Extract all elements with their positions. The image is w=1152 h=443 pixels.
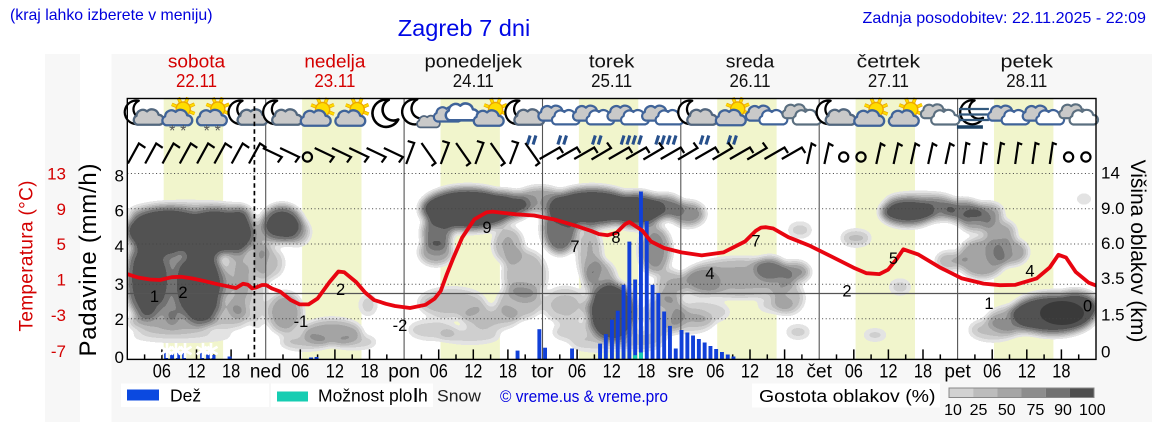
svg-text:čet: čet — [807, 361, 833, 382]
svg-text:0: 0 — [115, 348, 124, 367]
svg-text:18: 18 — [1052, 361, 1070, 382]
svg-text:ponedeljek: ponedeljek — [425, 51, 523, 72]
svg-text:torek: torek — [589, 51, 635, 72]
svg-text:7: 7 — [570, 238, 579, 256]
svg-text:4: 4 — [1025, 263, 1034, 281]
svg-text:1: 1 — [57, 271, 66, 290]
svg-text:28.11: 28.11 — [1006, 70, 1047, 91]
svg-text:18: 18 — [914, 361, 932, 382]
svg-text:6: 6 — [115, 202, 124, 221]
svg-text:27.11: 27.11 — [868, 70, 909, 91]
svg-text:četrtek: četrtek — [857, 51, 921, 72]
svg-text:12: 12 — [741, 361, 759, 382]
svg-text:23.11: 23.11 — [314, 70, 355, 91]
svg-text:18: 18 — [360, 361, 378, 382]
svg-text:25.11: 25.11 — [591, 70, 632, 91]
svg-text:12: 12 — [326, 361, 344, 382]
svg-text:06: 06 — [153, 361, 171, 382]
svg-text:*: * — [180, 123, 186, 140]
svg-text:100: 100 — [1079, 402, 1106, 419]
svg-text:Gostota oblakov (%): Gostota oblakov (%) — [759, 386, 936, 406]
svg-text:24.11: 24.11 — [453, 70, 494, 91]
svg-text:petek: petek — [1001, 51, 1054, 72]
svg-text:1: 1 — [984, 295, 993, 313]
svg-text:18: 18 — [637, 361, 655, 382]
svg-text:12: 12 — [464, 361, 482, 382]
svg-text:Snow: Snow — [437, 388, 481, 406]
svg-text:8: 8 — [115, 167, 124, 186]
svg-text:pet: pet — [944, 361, 971, 382]
svg-text:18: 18 — [776, 361, 794, 382]
svg-text:-1: -1 — [294, 313, 309, 331]
svg-text:2: 2 — [115, 310, 124, 329]
svg-text:9: 9 — [482, 219, 491, 237]
svg-text:06: 06 — [706, 361, 724, 382]
svg-text:2: 2 — [336, 281, 345, 299]
svg-text:6.0: 6.0 — [1101, 234, 1125, 253]
svg-text:sobota: sobota — [168, 51, 226, 72]
svg-text:4: 4 — [115, 237, 124, 256]
svg-text:26.11: 26.11 — [730, 70, 771, 91]
svg-text:0: 0 — [1083, 298, 1092, 316]
svg-text:2: 2 — [842, 282, 851, 300]
svg-text:ned: ned — [250, 361, 282, 382]
svg-text:3: 3 — [115, 275, 124, 294]
svg-text:Zagreb 7 dni: Zagreb 7 dni — [398, 15, 531, 41]
svg-text:90: 90 — [1054, 402, 1072, 419]
svg-text:13: 13 — [47, 165, 66, 184]
svg-text:5: 5 — [889, 250, 898, 268]
svg-text:8: 8 — [611, 229, 620, 247]
svg-text:-2: -2 — [393, 317, 408, 335]
svg-text:25: 25 — [970, 402, 988, 419]
svg-text:06: 06 — [983, 361, 1001, 382]
svg-text:06: 06 — [568, 361, 586, 382]
svg-text:12: 12 — [187, 361, 205, 382]
svg-text:(kraj lahko izberete v meniju): (kraj lahko izberete v meniju) — [10, 7, 213, 24]
svg-text:nedelja: nedelja — [304, 51, 366, 72]
svg-text:0: 0 — [1101, 342, 1110, 361]
svg-text:5: 5 — [57, 235, 66, 254]
svg-text:Temperatura (°C): Temperatura (°C) — [17, 181, 38, 332]
svg-text:22.11: 22.11 — [176, 70, 217, 91]
svg-text:*: * — [215, 123, 221, 140]
svg-text:9.0: 9.0 — [1101, 199, 1125, 218]
svg-text:12: 12 — [1018, 361, 1036, 382]
svg-text:*: * — [204, 123, 210, 140]
svg-text:75: 75 — [1027, 402, 1045, 419]
svg-text:h: h — [418, 386, 428, 406]
svg-text:*: * — [169, 123, 175, 140]
svg-text:1: 1 — [150, 288, 159, 306]
svg-text:12: 12 — [879, 361, 897, 382]
svg-text:pon: pon — [388, 361, 420, 382]
svg-text:sre: sre — [668, 361, 694, 382]
svg-text:18: 18 — [499, 361, 517, 382]
svg-text:4: 4 — [705, 265, 714, 283]
svg-text:9: 9 — [57, 200, 66, 219]
svg-text:Višina oblakov (km): Višina oblakov (km) — [1126, 160, 1149, 343]
svg-text:50: 50 — [998, 402, 1016, 419]
svg-text:1.5: 1.5 — [1101, 306, 1125, 325]
svg-text:3.5: 3.5 — [1101, 269, 1125, 288]
svg-text:06: 06 — [430, 361, 448, 382]
svg-text:12: 12 — [603, 361, 621, 382]
svg-text:© vreme.us & vreme.pro: © vreme.us & vreme.pro — [500, 387, 668, 406]
svg-text:14: 14 — [1101, 164, 1120, 183]
svg-text:-3: -3 — [51, 306, 66, 325]
svg-text:Zadnja posodobitev: 22.11.2025: Zadnja posodobitev: 22.11.2025 - 22:09 — [863, 10, 1147, 27]
svg-text:Padavine (mm/h): Padavine (mm/h) — [75, 164, 102, 357]
svg-text:Možnost plo: Možnost plo — [318, 386, 412, 406]
svg-text:06: 06 — [845, 361, 863, 382]
svg-text:2: 2 — [178, 284, 187, 302]
svg-text:10: 10 — [944, 402, 962, 419]
svg-text:-7: -7 — [51, 342, 66, 361]
svg-text:sreda: sreda — [726, 51, 775, 72]
svg-text:tor: tor — [531, 361, 554, 382]
svg-text:7: 7 — [751, 233, 760, 251]
svg-text:06: 06 — [291, 361, 309, 382]
svg-text:18: 18 — [222, 361, 240, 382]
svg-text:Dež: Dež — [170, 386, 201, 406]
